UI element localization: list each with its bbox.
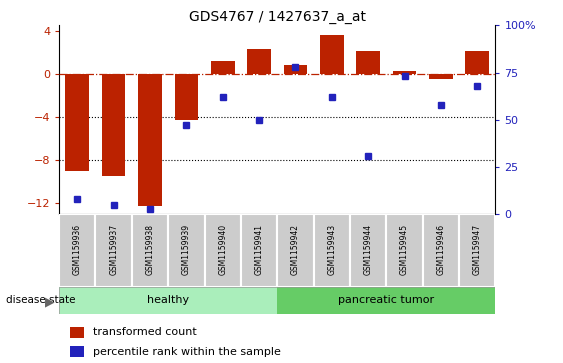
Bar	[138, 74, 162, 205]
Bar	[59, 214, 96, 287]
Text: GSM1159937: GSM1159937	[109, 224, 118, 274]
Bar	[59, 287, 277, 314]
Bar	[70, 327, 84, 338]
Text: GSM1159939: GSM1159939	[182, 224, 191, 274]
Bar	[175, 74, 198, 120]
Title: GDS4767 / 1427637_a_at: GDS4767 / 1427637_a_at	[189, 11, 366, 24]
Text: GSM1159944: GSM1159944	[364, 224, 373, 274]
Text: GSM1159947: GSM1159947	[473, 224, 482, 274]
Bar	[356, 51, 380, 74]
Text: GSM1159940: GSM1159940	[218, 224, 227, 274]
Bar	[284, 65, 307, 74]
Text: GSM1159942: GSM1159942	[291, 224, 300, 274]
Bar	[211, 61, 235, 74]
Bar	[429, 74, 453, 79]
Bar	[393, 71, 417, 74]
Bar	[65, 74, 89, 171]
Bar	[459, 214, 495, 287]
Text: healthy: healthy	[147, 295, 189, 305]
Text: GSM1159941: GSM1159941	[254, 224, 263, 274]
Bar	[278, 214, 314, 287]
Text: disease state: disease state	[6, 295, 75, 305]
Bar	[466, 51, 489, 74]
Bar	[247, 49, 271, 74]
Text: pancreatic tumor: pancreatic tumor	[338, 295, 435, 305]
Bar	[70, 346, 84, 357]
Text: ▶: ▶	[45, 296, 55, 309]
Bar	[96, 214, 132, 287]
Bar	[386, 214, 423, 287]
Text: GSM1159945: GSM1159945	[400, 224, 409, 274]
Text: GSM1159938: GSM1159938	[145, 224, 154, 274]
Bar	[423, 214, 459, 287]
Text: GSM1159943: GSM1159943	[327, 224, 336, 274]
Text: GSM1159936: GSM1159936	[73, 224, 82, 274]
Bar	[204, 214, 241, 287]
Bar	[314, 214, 350, 287]
Text: transformed count: transformed count	[93, 327, 196, 338]
Text: GSM1159946: GSM1159946	[436, 224, 445, 274]
Bar	[132, 214, 168, 287]
Text: percentile rank within the sample: percentile rank within the sample	[93, 347, 281, 356]
Bar	[102, 74, 126, 176]
Bar	[241, 214, 277, 287]
Bar	[168, 214, 204, 287]
Bar	[350, 214, 386, 287]
Bar	[320, 35, 343, 74]
Bar	[278, 287, 495, 314]
